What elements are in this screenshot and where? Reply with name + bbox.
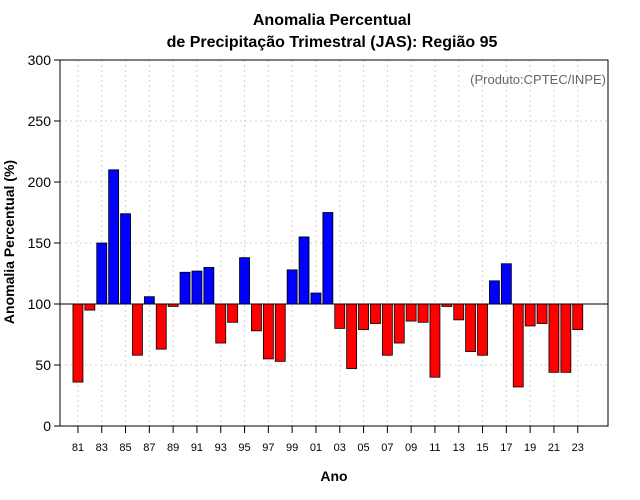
bar-10	[417, 303, 429, 323]
bar-91	[191, 270, 203, 305]
x-tick-label: 85	[119, 442, 131, 454]
bar-90	[179, 271, 191, 305]
bar-98	[274, 303, 286, 362]
bar-01	[310, 292, 322, 305]
bar-23	[572, 303, 584, 331]
x-tick-label: 17	[500, 442, 512, 454]
bar-84	[108, 169, 120, 305]
y-tick-label: 200	[28, 174, 52, 190]
bar-21	[548, 303, 560, 373]
y-axis: 0 50 100 150 200 250 300	[28, 52, 60, 434]
x-tick-label: 89	[167, 442, 179, 454]
bar-08	[393, 303, 405, 344]
x-tick-label: 13	[453, 442, 465, 454]
x-tick-label: 81	[72, 442, 84, 454]
bar-03	[334, 303, 346, 329]
x-tick-label: 09	[405, 442, 417, 454]
x-tick-label: 23	[572, 442, 584, 454]
bar-88	[155, 303, 167, 350]
bar-05	[358, 303, 369, 331]
bar-95	[239, 257, 250, 305]
x-tick-label: 01	[310, 442, 322, 454]
bar-83	[96, 242, 108, 305]
x-axis-title: Ano	[320, 468, 347, 484]
bar-20	[536, 303, 548, 324]
y-tick-label: 250	[28, 113, 52, 129]
x-tick-label: 99	[286, 442, 298, 454]
bar-06	[370, 303, 381, 324]
chart-title-line2: de Precipitação Trimestral (JAS): Região…	[167, 34, 498, 51]
x-tick-label: 05	[357, 442, 369, 454]
y-tick-label: 100	[28, 296, 52, 312]
bar-93	[215, 303, 227, 344]
bar-86	[132, 303, 143, 356]
bar-97	[262, 303, 274, 360]
bar-15	[477, 303, 488, 356]
bar-17	[500, 263, 512, 305]
x-tick-label: 15	[476, 442, 488, 454]
bar-07	[381, 303, 393, 356]
x-tick-label: 07	[381, 442, 393, 454]
source-label: (Produto:CPTEC/INPE)	[470, 72, 606, 87]
bar-99	[286, 269, 298, 305]
bar-02	[322, 212, 334, 305]
bar-00	[298, 236, 310, 305]
x-tick-label: 87	[143, 442, 155, 454]
bar-22	[560, 303, 572, 373]
bars	[72, 169, 584, 388]
bar-11	[429, 303, 441, 378]
bar-92	[203, 266, 215, 305]
bar-96	[251, 303, 262, 332]
bar-14	[465, 303, 477, 352]
x-tick-label: 83	[96, 442, 108, 454]
grid-lines	[60, 60, 608, 426]
bar-94	[227, 303, 239, 323]
bar-82	[84, 303, 96, 311]
bar-19	[524, 303, 536, 327]
bar-04	[346, 303, 358, 370]
x-tick-label: 97	[262, 442, 274, 454]
x-axis: 81 83 85 87 89 91 93 95 97 99 01 03 05 07 09 11 13 15 17 19…	[72, 426, 584, 454]
y-tick-label: 50	[35, 357, 51, 373]
x-tick-label: 03	[334, 442, 346, 454]
bar-85	[120, 213, 131, 305]
x-tick-label: 93	[215, 442, 227, 454]
bar-18	[512, 303, 524, 388]
chart-title-line1: Anomalia Percentual	[253, 12, 411, 29]
x-tick-label: 95	[238, 442, 250, 454]
bar-81	[72, 303, 84, 383]
bar-87	[143, 296, 155, 305]
bar-13	[453, 303, 465, 321]
x-tick-label: 19	[524, 442, 536, 454]
y-tick-label: 0	[43, 418, 51, 434]
x-tick-label: 91	[191, 442, 203, 454]
y-tick-label: 150	[28, 235, 52, 251]
bar-16	[489, 280, 500, 305]
bar-09	[405, 303, 417, 322]
x-tick-label: 11	[429, 442, 440, 454]
x-tick-label: 21	[548, 442, 560, 454]
y-tick-label: 300	[28, 52, 52, 68]
y-axis-title: Anomalia Percentual (%)	[1, 160, 17, 324]
